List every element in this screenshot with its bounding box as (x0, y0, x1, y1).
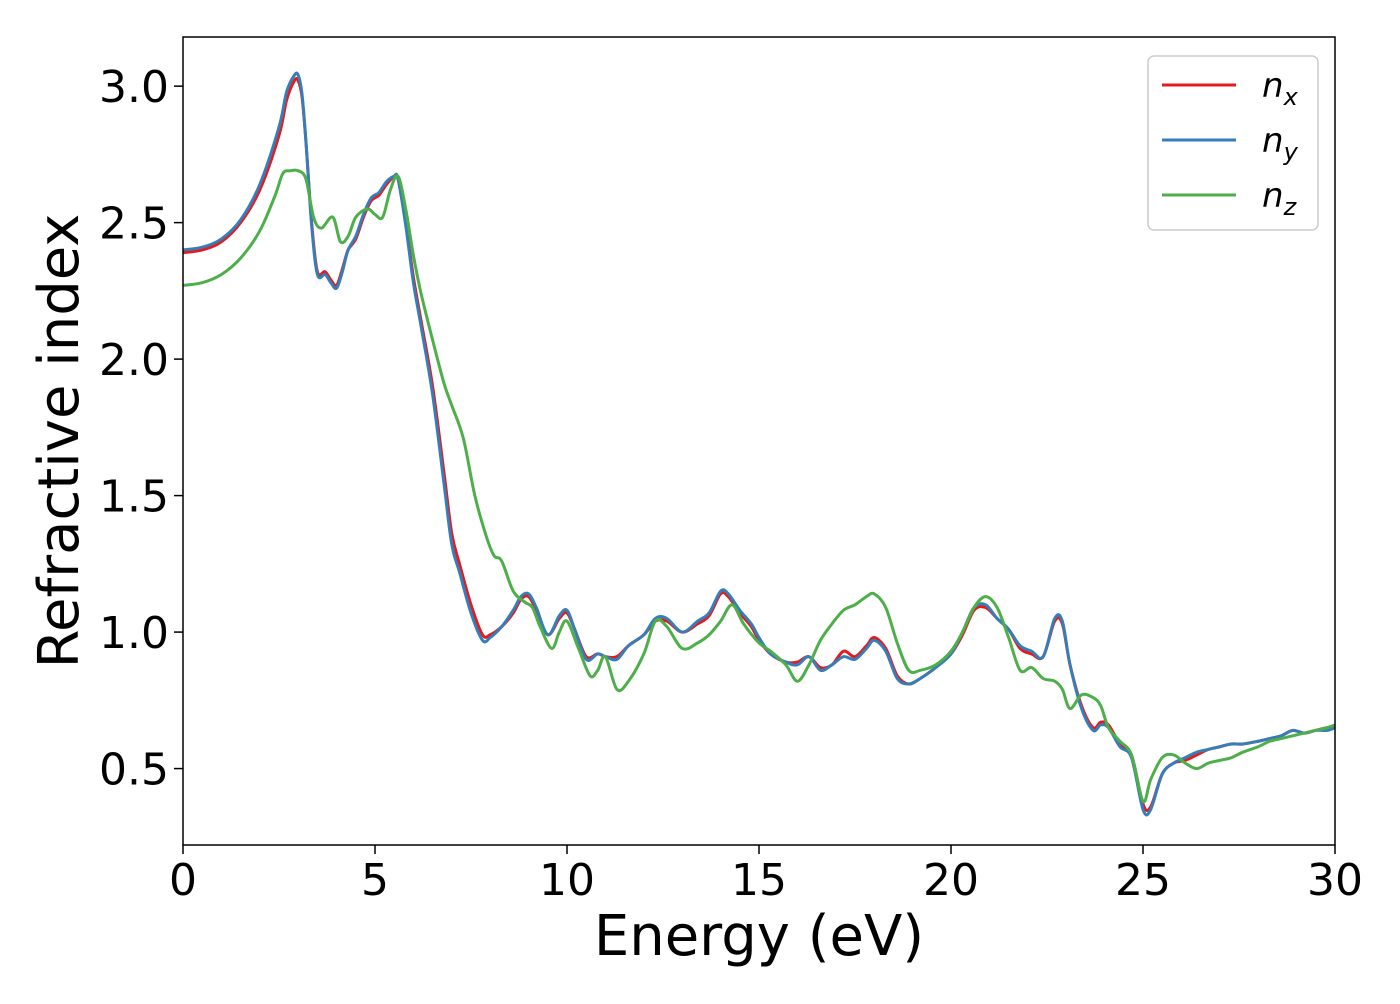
legend: nx ny nz (1147, 55, 1319, 231)
series-lines (183, 71, 1335, 817)
series-line-y (183, 71, 1335, 817)
legend-label: nx (1262, 66, 1299, 111)
y-tick-label: 1.0 (99, 608, 169, 659)
legend-label: nz (1262, 176, 1298, 221)
y-tick-label: 1.5 (99, 472, 169, 523)
x-tick-label: 5 (361, 855, 389, 906)
x-tick-label: 25 (1115, 855, 1171, 906)
x-tick-label: 20 (923, 855, 979, 906)
legend-label: ny (1262, 121, 1299, 166)
series-line-z (183, 168, 1335, 804)
x-axis-title: Energy (eV) (594, 904, 924, 969)
y-tick-label: 3.0 (99, 62, 169, 113)
axis-ticks: 0 5 10 15 20 25 30 0.5 1.0 1.5 2.0 2.5 3.0 (99, 62, 1363, 906)
y-tick-label: 0.5 (99, 745, 169, 796)
legend-box (1147, 55, 1319, 231)
x-tick-label: 0 (169, 855, 197, 906)
y-tick-label: 2.0 (99, 335, 169, 386)
y-tick-label: 2.5 (99, 199, 169, 250)
legend-item-y: ny (1162, 121, 1299, 166)
x-tick-label: 30 (1307, 855, 1363, 906)
legend-item-z: nz (1162, 176, 1298, 221)
legend-item-x: nx (1162, 66, 1299, 111)
x-tick-label: 10 (539, 855, 595, 906)
x-tick-label: 15 (731, 855, 787, 906)
y-axis-title: Refractive index (27, 214, 92, 669)
axis-titles: Energy (eV) Refractive index (27, 214, 924, 969)
